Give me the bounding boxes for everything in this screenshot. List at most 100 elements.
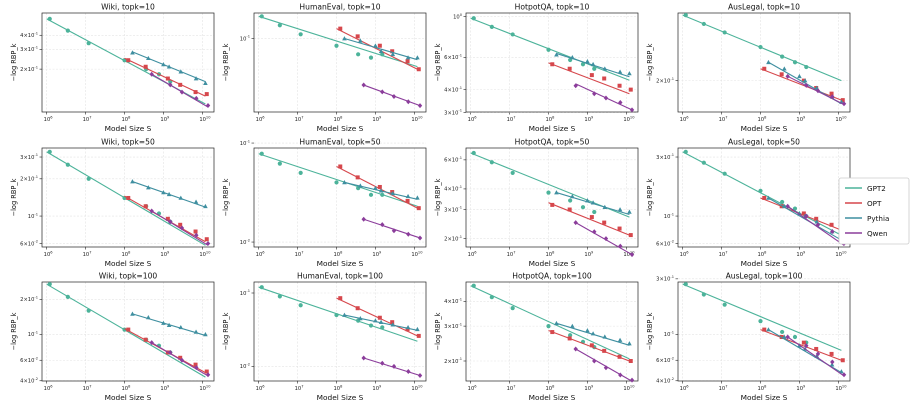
data-point-qwen [592, 91, 597, 97]
y-axis-label: −log RBP_k [222, 43, 230, 81]
data-point-qwen [194, 364, 199, 370]
y-tick-label: 4×10-1 [444, 86, 462, 94]
series-pythia [130, 311, 208, 337]
y-tick-label: 10-1 [28, 212, 38, 220]
data-point-gpt2 [758, 319, 763, 324]
data-point-gpt2 [780, 329, 785, 335]
panel-title: Wiki, topk=10 [101, 3, 155, 12]
axes-frame [465, 281, 639, 382]
data-point-opt [193, 90, 198, 95]
x-tick-label: 106 [256, 115, 266, 123]
fit-line-gpt2 [258, 15, 418, 68]
panel-title: AusLegal, topk=50 [728, 138, 800, 147]
data-point-qwen [179, 225, 185, 231]
y-tick-label: 3×10-1 [656, 275, 674, 283]
data-point-gpt2 [471, 150, 476, 156]
x-tick-label: 107 [83, 384, 92, 392]
data-point-opt [377, 315, 382, 320]
data-point-gpt2 [792, 206, 798, 211]
y-tick-label: 10-1 [240, 289, 250, 297]
fit-line-qwen [363, 84, 421, 107]
data-point-pythia [342, 36, 347, 41]
data-point-pythia [161, 62, 166, 67]
data-point-opt [567, 336, 572, 341]
subplot-grid: 106 107 108 109 1010 4×10-1 3×10-1 2×10-1 Wiki, … [10, 3, 851, 402]
data-point-opt [204, 237, 209, 242]
y-tick-label: 4×10-1 [20, 31, 38, 39]
data-point-pythia [193, 76, 199, 81]
data-point-opt [589, 73, 594, 78]
legend-label-gpt2: GPT2 [867, 184, 886, 193]
data-point-opt [193, 229, 198, 234]
data-point-gpt2 [298, 32, 303, 37]
x-tick-label: 108 [333, 250, 343, 258]
panel-hotpotqa-topk-50: 106 107 108 109 1010 6×10-1 4×10-1 3×10-1 2×10-1… [434, 138, 639, 268]
legend-label-opt: OPT [867, 199, 882, 208]
fit-line-qwen [787, 205, 845, 246]
data-point-opt [355, 175, 360, 180]
x-tick-label: 109 [160, 250, 170, 258]
y-axis-label: −log RBP_k [646, 178, 654, 216]
data-point-opt [602, 76, 607, 81]
data-point-opt [178, 355, 183, 360]
y-axis-label: −log RBP_k [10, 178, 18, 216]
data-point-pythia [161, 190, 166, 195]
series-opt [548, 62, 633, 95]
data-point-pythia [390, 191, 396, 196]
axes-frame [253, 281, 427, 382]
x-tick-label: 106 [468, 250, 478, 258]
data-point-qwen [406, 369, 411, 375]
data-point-opt [390, 49, 395, 54]
data-point-pythia [342, 312, 347, 317]
data-point-gpt2 [471, 16, 476, 21]
x-tick-label: 106 [44, 115, 54, 123]
data-point-qwen [179, 89, 185, 95]
series-pythia [554, 52, 632, 78]
data-point-pythia [378, 48, 384, 54]
x-axis-label: Model Size S [529, 393, 576, 402]
x-tick-label: 109 [372, 250, 382, 258]
data-point-gpt2 [510, 305, 515, 311]
fit-line-qwen [787, 75, 845, 106]
panel-wiki-topk-100: 106 107 108 109 1010 2×10-1 10-1 6×10-2 4×10-2 Wi… [10, 272, 215, 402]
data-point-gpt2 [592, 209, 597, 215]
data-point-qwen [830, 94, 835, 100]
x-tick-label: 107 [295, 250, 304, 258]
data-point-opt [617, 83, 622, 88]
data-point-qwen [380, 222, 385, 228]
data-point-qwen [149, 71, 154, 77]
data-point-gpt2 [722, 171, 727, 176]
data-point-gpt2 [489, 24, 494, 29]
data-point-opt [193, 362, 198, 367]
data-point-gpt2 [489, 295, 494, 300]
data-point-qwen [804, 343, 809, 349]
data-point-opt [779, 72, 784, 77]
x-axis-label: Model Size S [529, 259, 576, 268]
data-point-gpt2 [792, 334, 798, 340]
data-point-qwen [205, 372, 211, 378]
data-point-qwen [830, 359, 835, 365]
x-tick-label: 1010 [411, 384, 423, 392]
legend-label-pythia: Pythia [867, 214, 889, 223]
panel-hotpotqa-topk-100: 106 107 108 109 1010 4×10-1 3×10-1 2×10-1 Hotpot… [434, 272, 639, 402]
data-point-qwen [391, 228, 397, 234]
series-qwen [361, 82, 423, 109]
x-tick-label: 108 [545, 250, 555, 258]
data-point-qwen [618, 372, 623, 378]
data-point-gpt2 [568, 198, 573, 203]
data-point-pythia [146, 185, 151, 190]
series-qwen [785, 73, 847, 107]
data-point-qwen [417, 103, 423, 109]
series-pythia [342, 312, 420, 332]
data-point-qwen [815, 351, 821, 357]
data-point-opt [390, 190, 395, 195]
y-tick-label: 2×10-1 [20, 296, 38, 304]
data-point-gpt2 [277, 294, 282, 299]
data-point-opt [801, 211, 806, 216]
y-tick-label: 2×10-1 [656, 77, 674, 85]
fit-line-opt [124, 57, 206, 97]
y-axis-label: −log RBP_k [646, 43, 654, 81]
data-point-pythia [627, 341, 632, 346]
data-point-gpt2 [277, 23, 282, 28]
y-tick-label: 6×10-1 [444, 54, 462, 62]
